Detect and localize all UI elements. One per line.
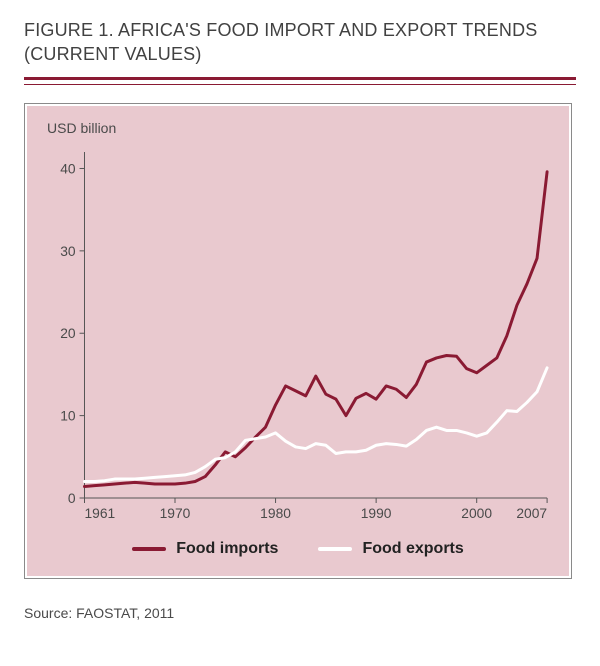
legend-swatch-imports (132, 547, 166, 551)
svg-text:20: 20 (60, 325, 76, 341)
line-chart-svg: 0 10 20 30 40 1961 1970 1980 1990 2000 2007 (41, 146, 555, 526)
svg-text:1980: 1980 (260, 505, 291, 521)
legend-swatch-exports (318, 547, 352, 551)
legend-label-exports: Food exports (362, 540, 463, 558)
source-text: Source: FAOSTAT, 2011 (24, 605, 576, 621)
svg-text:2000: 2000 (461, 505, 492, 521)
svg-text:1961: 1961 (84, 505, 115, 521)
svg-text:10: 10 (60, 407, 76, 423)
legend-label-imports: Food imports (176, 540, 278, 558)
figure-title: FIGURE 1. AFRICA'S FOOD IMPORT AND EXPOR… (24, 18, 576, 67)
title-rules (24, 77, 576, 85)
rule-thin (24, 84, 576, 85)
legend: Food imports Food exports (41, 526, 555, 564)
title-line-2: (CURRENT VALUES) (24, 44, 202, 64)
title-line-1: FIGURE 1. AFRICA'S FOOD IMPORT AND EXPOR… (24, 20, 537, 40)
svg-text:30: 30 (60, 242, 76, 258)
chart-frame: USD billion 0 10 20 30 40 1961 1970 1980 1990 200… (24, 103, 572, 579)
chart-background: USD billion 0 10 20 30 40 1961 1970 1980 1990 200… (27, 106, 569, 576)
figure-container: FIGURE 1. AFRICA'S FOOD IMPORT AND EXPOR… (0, 0, 600, 666)
svg-text:40: 40 (60, 160, 76, 176)
y-axis-label: USD billion (47, 120, 555, 136)
legend-item-imports: Food imports (132, 540, 278, 558)
svg-text:1990: 1990 (361, 505, 392, 521)
plot-area: 0 10 20 30 40 1961 1970 1980 1990 2000 2007 (41, 146, 555, 526)
svg-text:2007: 2007 (516, 505, 547, 521)
rule-thick (24, 77, 576, 80)
svg-text:0: 0 (68, 490, 76, 506)
legend-item-exports: Food exports (318, 540, 463, 558)
svg-text:1970: 1970 (160, 505, 191, 521)
